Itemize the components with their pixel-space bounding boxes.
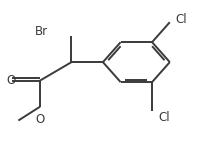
Text: Br: Br — [35, 25, 48, 38]
Text: Cl: Cl — [176, 13, 187, 26]
Text: Cl: Cl — [158, 111, 170, 124]
Text: O: O — [7, 74, 16, 87]
Text: O: O — [35, 113, 45, 126]
